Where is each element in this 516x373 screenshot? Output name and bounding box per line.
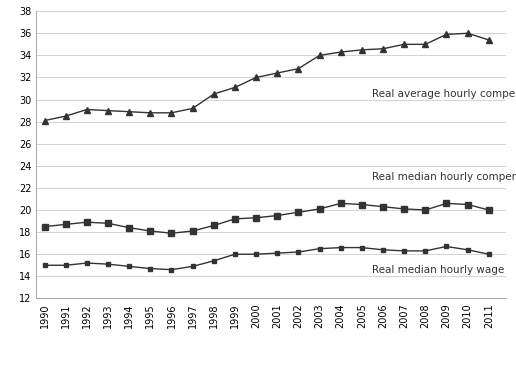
Text: Real average hourly compensation: Real average hourly compensation: [373, 89, 516, 99]
Text: Real median hourly wage: Real median hourly wage: [373, 265, 505, 275]
Text: Real median hourly compensation: Real median hourly compensation: [373, 172, 516, 182]
